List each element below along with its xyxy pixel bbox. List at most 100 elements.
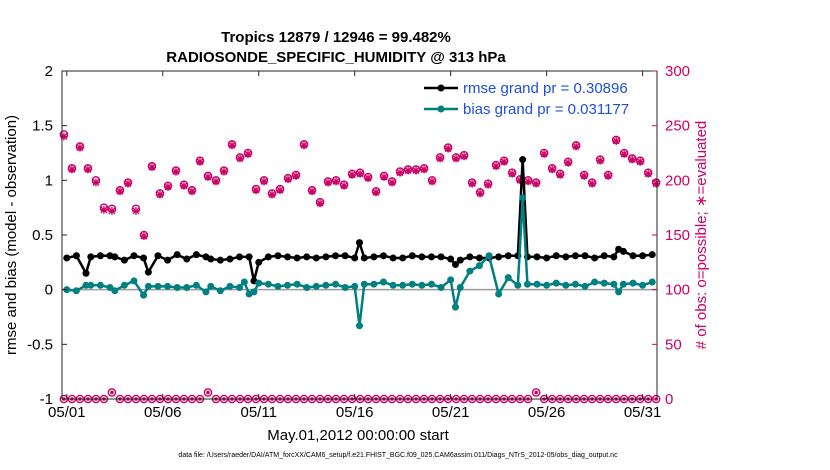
evaluated-obs-point: [540, 150, 549, 159]
rmse-point: [183, 255, 191, 263]
chart-title: Tropics 12879 / 12946 = 99.482%: [221, 29, 451, 46]
bias-point: [111, 287, 119, 295]
bias-point: [456, 283, 464, 291]
evaluated-obs-point: [556, 170, 565, 179]
evaluated-obs-point: [524, 177, 533, 186]
y-tick-label: -1: [40, 391, 53, 408]
evaluated-obs-point: [612, 136, 621, 145]
bias-point: [389, 281, 397, 289]
y-tick-label: 0.5: [32, 227, 53, 244]
evaluated-obs-point: [211, 177, 220, 186]
evaluated-obs-point: [620, 150, 629, 159]
x-tick-label: 05/01: [48, 404, 86, 421]
bias-point: [562, 281, 570, 289]
y-axis-label: rmse and bias (model - observation): [3, 115, 20, 355]
bias-point: [379, 278, 387, 286]
bias-point: [303, 283, 311, 291]
rmse-point: [173, 251, 181, 259]
evaluated-obs-point: [652, 179, 661, 188]
bias-point: [72, 287, 80, 295]
bias-point: [533, 280, 541, 288]
bias-point: [615, 288, 623, 296]
rmse-point: [475, 254, 483, 262]
evaluated-obs-point: [260, 177, 269, 186]
evaluated-obs-point: [203, 173, 212, 182]
rmse-point: [552, 252, 560, 260]
bias-point: [240, 278, 248, 286]
bias-point: [504, 274, 512, 282]
evaluated-obs-point: [324, 178, 333, 187]
rmse-point: [639, 252, 647, 260]
bias-point: [144, 282, 152, 290]
y-tick-label: -0.5: [27, 336, 53, 353]
bias-point: [207, 282, 215, 290]
evaluated-obs-point: [572, 142, 581, 151]
bias-point: [202, 288, 210, 296]
bias-point: [120, 281, 128, 289]
bias-point: [96, 281, 104, 289]
evaluated-obs-point: [171, 167, 180, 176]
rmse-point: [437, 253, 445, 261]
rmse-point: [154, 252, 162, 260]
x-tick-label: 05/16: [336, 404, 374, 421]
bias-point: [370, 280, 378, 288]
evaluated-obs-point: [356, 169, 365, 178]
rmse-point: [120, 256, 128, 264]
rmse-point: [351, 254, 359, 262]
rmse-point: [216, 256, 224, 264]
x-tick-label: 05/26: [528, 404, 566, 421]
bias-point: [264, 280, 272, 288]
evaluated-obs-point: [444, 144, 453, 153]
evaluated-obs-point: [588, 179, 597, 188]
rmse-point: [236, 253, 244, 261]
bias-point: [82, 281, 90, 289]
evaluated-obs-point: [500, 157, 509, 166]
rmse-point: [629, 252, 637, 260]
rmse-point: [87, 253, 95, 261]
evaluated-obs-point: [452, 154, 461, 163]
evaluated-obs-point: [628, 155, 637, 164]
rmse-point: [504, 252, 512, 260]
evaluated-obs-point: [340, 181, 349, 190]
bias-point: [130, 277, 138, 285]
rmse-point: [648, 251, 656, 259]
rmse-point: [207, 255, 215, 263]
evaluated-obs-point: [131, 206, 140, 215]
rmse-point: [360, 254, 368, 262]
bias-point: [192, 281, 200, 289]
rmse-point: [226, 255, 234, 263]
evaluated-obs-point: [380, 173, 389, 182]
evaluated-obs-point: [580, 171, 589, 180]
evaluated-obs-point: [252, 186, 261, 195]
plot-area: [62, 71, 657, 399]
evaluated-obs-point: [460, 152, 469, 161]
possible-obs-zero-point: [531, 388, 541, 397]
y2-tick-label: 0: [665, 391, 673, 408]
evaluated-obs-point: [115, 187, 124, 196]
bias-point: [216, 287, 224, 295]
rmse-point: [63, 254, 71, 262]
rmse-point: [600, 252, 608, 260]
bias-point: [427, 280, 435, 288]
evaluated-obs-zero-point: [110, 390, 114, 395]
rmse-point: [427, 253, 435, 261]
bias-point: [648, 278, 656, 286]
evaluated-obs-point: [308, 187, 317, 196]
evaluated-obs-point: [139, 232, 148, 241]
rmse-point: [72, 252, 80, 260]
bias-point: [639, 281, 647, 289]
bias-point: [619, 280, 627, 288]
possible-obs-zero-point: [203, 388, 213, 397]
bias-point: [284, 281, 292, 289]
y-tick-label: 1.5: [32, 118, 53, 135]
evaluated-obs-point: [372, 188, 381, 197]
evaluated-obs-point: [123, 179, 132, 188]
y-tick-label: 1: [45, 172, 53, 189]
evaluated-obs-point: [388, 178, 397, 187]
bias-point: [552, 279, 560, 287]
bias-point: [255, 279, 263, 287]
evaluated-obs-point: [163, 182, 172, 191]
evaluated-obs-point: [316, 199, 325, 208]
y2-tick-label: 100: [665, 282, 690, 299]
rmse-point: [591, 254, 599, 262]
